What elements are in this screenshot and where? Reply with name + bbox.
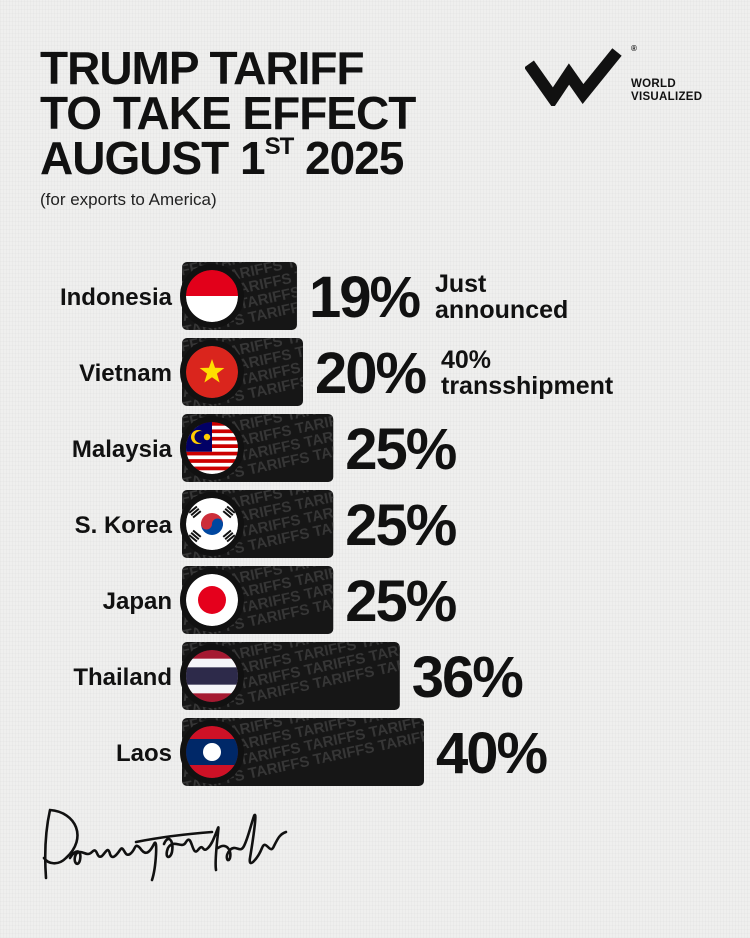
svg-text:TARIFFS TARIFFS TARIFFS TARIFF: TARIFFS TARIFFS TARIFFS TARIFFS TARIFFS … [164, 339, 683, 465]
title-date: AUGUST 1 [40, 132, 266, 184]
registered-mark: ® [631, 44, 637, 53]
malaysia-flag-icon [180, 416, 244, 480]
category-label: Japan [103, 588, 172, 615]
indonesia-flag-icon [180, 264, 244, 328]
bar-texture: TARIFFS TARIFFS TARIFFS TARIFFS TARIFFS … [146, 236, 701, 416]
value-label: 20% [315, 341, 427, 406]
svg-text:TARIFFS TARIFFS TARIFFS TARIFF: TARIFFS TARIFFS TARIFFS TARIFFS TARIFFS … [173, 581, 692, 707]
svg-text:TARIFFS TARIFFS TARIFFS TARIFF: TARIFFS TARIFFS TARIFFS TARIFFS TARIFFS … [173, 429, 692, 555]
svg-text:TARIFFS TARIFFS TARIFFS TARIFF: TARIFFS TARIFFS TARIFFS TARIFFS TARIFFS … [164, 491, 683, 617]
svg-text:TARIFFS TARIFFS TARIFFS TARIFF: TARIFFS TARIFFS TARIFFS TARIFFS TARIFFS … [173, 277, 692, 403]
svg-text:TARIFFS TARIFFS TARIFFS TARIFF: TARIFFS TARIFFS TARIFFS TARIFFS TARIFFS … [146, 312, 665, 438]
logo-line-1: WORLD [631, 78, 676, 90]
bar: TARIFFS TARIFFS TARIFFS TARIFFS TARIFFS … [146, 312, 701, 492]
annotation-text: announced [435, 296, 568, 324]
svg-text:TARIFFS TARIFFS TARIFFS TARIFF: TARIFFS TARIFFS TARIFFS TARIFFS TARIFFS … [155, 402, 674, 528]
category-label: Laos [116, 740, 172, 767]
annotation-text: transshipment [441, 372, 614, 400]
bar-texture: TARIFFS TARIFFS TARIFFS TARIFFS TARIFFS … [146, 616, 701, 796]
svg-text:TARIFFS TARIFFS TARIFFS TARIFF: TARIFFS TARIFFS TARIFFS TARIFFS TARIFFS … [155, 554, 674, 680]
svg-text:TARIFFS TARIFFS TARIFFS TARIFF: TARIFFS TARIFFS TARIFFS TARIFFS TARIFFS … [182, 366, 701, 492]
bar-texture: TARIFFS TARIFFS TARIFFS TARIFFS TARIFFS … [146, 540, 701, 720]
svg-text:TARIFFS TARIFFS TARIFFS TARIFF: TARIFFS TARIFFS TARIFFS TARIFFS TARIFFS … [146, 388, 665, 514]
bar: TARIFFS TARIFFS TARIFFS TARIFFS TARIFFS … [146, 616, 701, 796]
svg-text:TARIFFS TARIFFS TARIFFS TARIFF: TARIFFS TARIFFS TARIFFS TARIFFS TARIFFS … [173, 505, 692, 631]
japan-flag-icon [180, 568, 244, 632]
svg-text:TARIFFS TARIFFS TARIFFS TARIFF: TARIFFS TARIFFS TARIFFS TARIFFS TARIFFS … [182, 670, 701, 796]
svg-text:TARIFFS TARIFFS TARIFFS TARIFF: TARIFFS TARIFFS TARIFFS TARIFFS TARIFFS … [146, 464, 665, 590]
svg-text:TARIFFS TARIFFS TARIFFS TARIFF: TARIFFS TARIFFS TARIFFS TARIFFS TARIFFS … [164, 263, 683, 389]
title-line-2: TO TAKE EFFECT [40, 87, 416, 139]
category-label: Thailand [73, 664, 172, 691]
value-label: 25% [345, 569, 457, 634]
title-year: 2025 [293, 132, 404, 184]
svg-text:TARIFFS TARIFFS TARIFFS TARIFF: TARIFFS TARIFFS TARIFFS TARIFFS TARIFFS … [173, 201, 692, 327]
bar-texture: TARIFFS TARIFFS TARIFFS TARIFFS TARIFFS … [146, 312, 701, 492]
svg-text:TARIFFS TARIFFS TARIFFS TARIFF: TARIFFS TARIFFS TARIFFS TARIFFS TARIFFS … [155, 478, 674, 604]
value-label: 25% [345, 493, 457, 558]
annotation-text: 40% [441, 346, 491, 374]
bar-texture: TARIFFS TARIFFS TARIFFS TARIFFS TARIFFS … [146, 464, 701, 644]
bar: TARIFFS TARIFFS TARIFFS TARIFFS TARIFFS … [146, 464, 701, 644]
bar: TARIFFS TARIFFS TARIFFS TARIFFS TARIFFS … [146, 388, 701, 568]
category-label: Indonesia [60, 284, 173, 311]
title-ordinal-suffix: ST [264, 133, 295, 160]
logo-line-2: VISUALIZED [631, 91, 703, 103]
svg-text:TARIFFS TARIFFS TARIFFS TARIFF: TARIFFS TARIFFS TARIFFS TARIFFS TARIFFS … [182, 518, 701, 644]
chart-subtitle: (for exports to America) [40, 190, 217, 209]
svg-text:TARIFFS TARIFFS TARIFFS TARIFF: TARIFFS TARIFFS TARIFFS TARIFFS TARIFFS … [182, 442, 701, 568]
thailand-flag-icon [180, 644, 244, 708]
svg-text:TARIFFS TARIFFS TARIFFS TARIFF: TARIFFS TARIFFS TARIFFS TARIFFS TARIFFS … [146, 616, 665, 742]
signature [42, 808, 288, 882]
bar: TARIFFS TARIFFS TARIFFS TARIFFS TARIFFS … [146, 236, 701, 416]
laos-flag-icon [180, 720, 244, 784]
title-line-1: TRUMP TARIFF [40, 42, 365, 94]
category-label: Malaysia [72, 436, 173, 463]
svg-text:TARIFFS TARIFFS TARIFFS TARIFF: TARIFFS TARIFFS TARIFFS TARIFFS TARIFFS … [182, 214, 701, 340]
svg-text:TARIFFS TARIFFS TARIFFS TARIFF: TARIFFS TARIFFS TARIFFS TARIFFS TARIFFS … [173, 353, 692, 479]
svg-text:TARIFFS TARIFFS TARIFFS TARIFF: TARIFFS TARIFFS TARIFFS TARIFFS TARIFFS … [146, 540, 665, 666]
svg-text:TARIFFS TARIFFS TARIFFS TARIFF: TARIFFS TARIFFS TARIFFS TARIFFS TARIFFS … [155, 630, 674, 756]
svg-text:TARIFFS TARIFFS TARIFFS TARIFF: TARIFFS TARIFFS TARIFFS TARIFFS TARIFFS … [146, 236, 665, 362]
svg-text:TARIFFS TARIFFS TARIFFS TARIFF: TARIFFS TARIFFS TARIFFS TARIFFS TARIFFS … [164, 643, 683, 769]
value-label: 40% [436, 721, 548, 786]
value-label: 25% [345, 417, 457, 482]
logo-wordmark: WORLD VISUALIZED [631, 78, 702, 104]
south-korea-flag-icon [180, 492, 244, 556]
svg-text:TARIFFS TARIFFS TARIFFS TARIFF: TARIFFS TARIFFS TARIFFS TARIFFS TARIFFS … [164, 187, 683, 313]
value-label: 19% [309, 265, 421, 330]
svg-text:TARIFFS TARIFFS TARIFFS TARIFF: TARIFFS TARIFFS TARIFFS TARIFFS TARIFFS … [173, 657, 692, 783]
svg-text:TARIFFS TARIFFS TARIFFS TARIFF: TARIFFS TARIFFS TARIFFS TARIFFS TARIFFS … [164, 567, 683, 693]
bar-texture: TARIFFS TARIFFS TARIFFS TARIFFS TARIFFS … [146, 388, 701, 568]
svg-text:TARIFFS TARIFFS TARIFFS TARIFF: TARIFFS TARIFFS TARIFFS TARIFFS TARIFFS … [182, 594, 701, 720]
svg-text:TARIFFS TARIFFS TARIFFS TARIFF: TARIFFS TARIFFS TARIFFS TARIFFS TARIFFS … [164, 415, 683, 541]
wv-logo-icon [525, 48, 622, 106]
world-visualized-logo: ® WORLD VISUALIZED [525, 44, 715, 109]
svg-text:TARIFFS TARIFFS TARIFFS TARIFF: TARIFFS TARIFFS TARIFFS TARIFFS TARIFFS … [155, 174, 674, 300]
annotation-text: Just [435, 270, 487, 298]
chart-title: TRUMP TARIFF TO TAKE EFFECT AUGUST 1ST 2… [40, 42, 416, 189]
title-line-3: AUGUST 1ST 2025 [40, 133, 415, 189]
svg-text:TARIFFS TARIFFS TARIFFS TARIFF: TARIFFS TARIFFS TARIFFS TARIFFS TARIFFS … [155, 250, 674, 376]
vietnam-flag-icon [180, 340, 244, 404]
svg-text:TARIFFS TARIFFS TARIFFS TARIFF: TARIFFS TARIFFS TARIFFS TARIFFS TARIFFS … [182, 290, 701, 416]
bar: TARIFFS TARIFFS TARIFFS TARIFFS TARIFFS … [146, 540, 701, 720]
category-label: S. Korea [75, 512, 173, 539]
svg-text:TARIFFS TARIFFS TARIFFS TARIFF: TARIFFS TARIFFS TARIFFS TARIFFS TARIFFS … [155, 326, 674, 452]
value-label: 36% [412, 645, 524, 710]
category-label: Vietnam [79, 360, 172, 387]
